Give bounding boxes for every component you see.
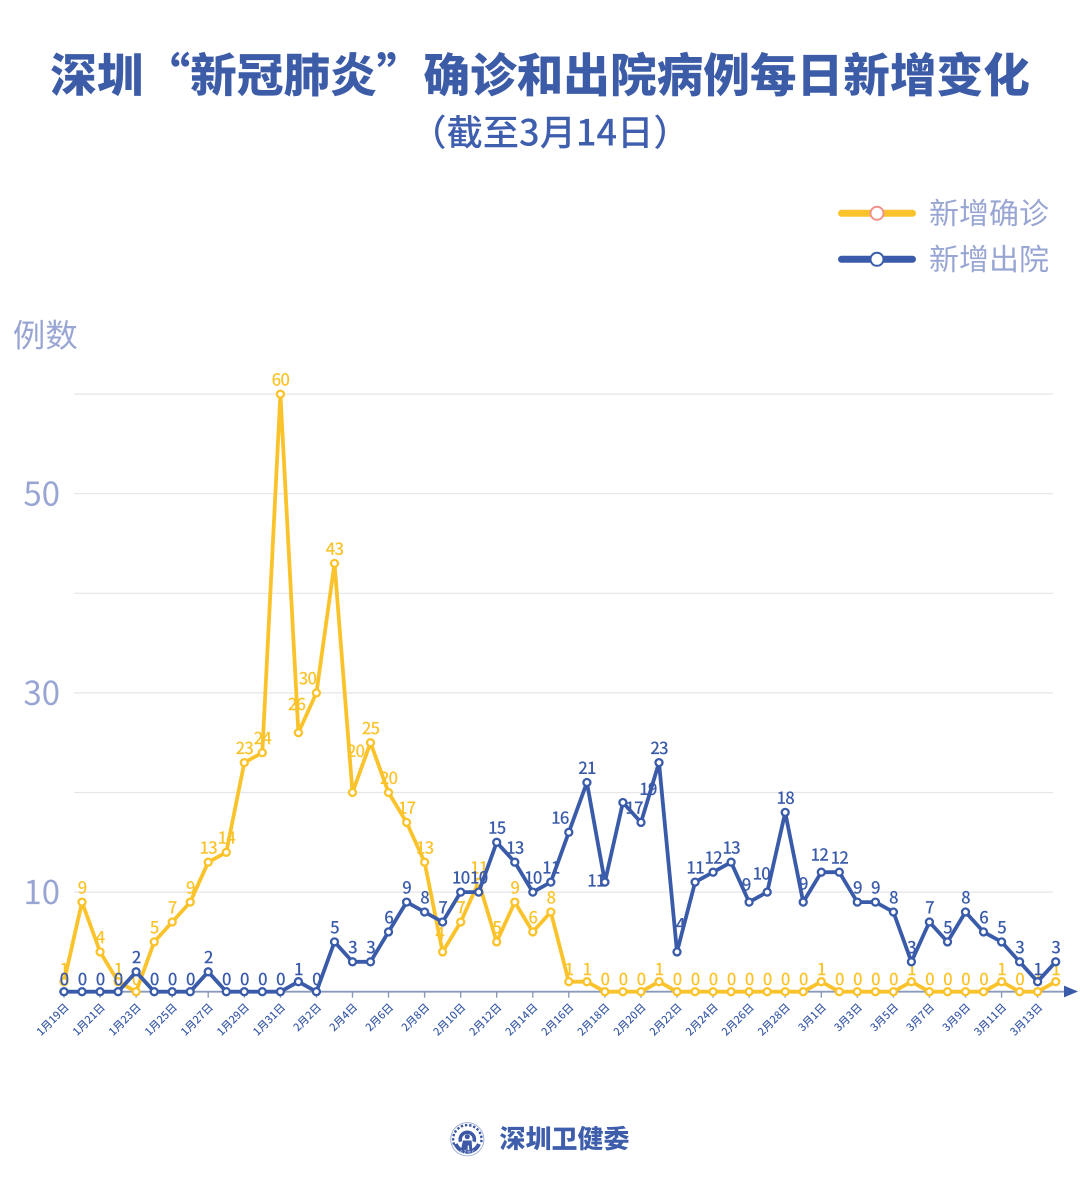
svg-text:S Z H C: S Z H C: [460, 1149, 475, 1154]
